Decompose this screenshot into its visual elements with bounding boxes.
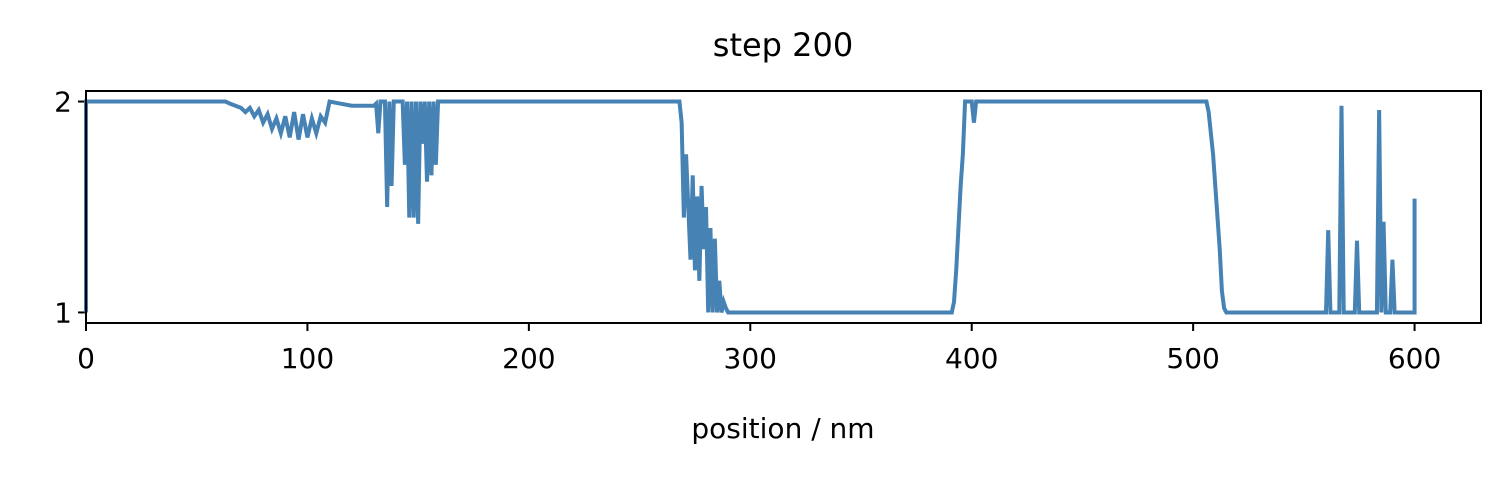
x-axis-label: position / nm: [691, 412, 874, 445]
data-line: [84, 99, 1417, 315]
x-tick-label: 0: [77, 342, 95, 375]
plot-frame: [85, 90, 1482, 324]
x-tick-label: 600: [1388, 342, 1441, 375]
x-tick-label: 300: [724, 342, 777, 375]
x-tick-label: 100: [281, 342, 334, 375]
chart-title: step 200: [713, 26, 853, 64]
x-tick-label: 500: [1166, 342, 1219, 375]
x-tick-label: 400: [945, 342, 998, 375]
y-tick-label: 1: [54, 296, 72, 329]
x-tick-label: 200: [502, 342, 555, 375]
y-tick-label: 2: [54, 86, 72, 119]
